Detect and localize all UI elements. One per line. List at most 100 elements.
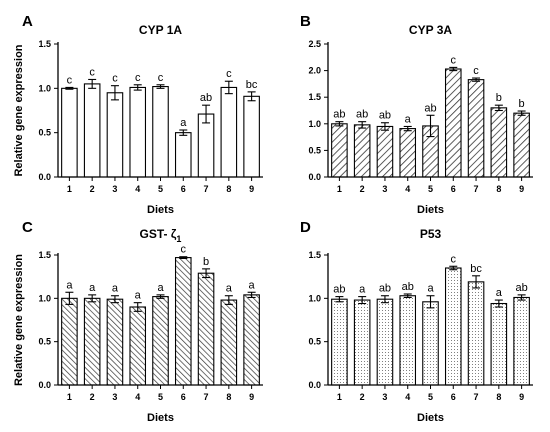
significance-label: b	[203, 256, 209, 268]
significance-label: ab	[379, 110, 391, 122]
y-tick-label: 0.0	[38, 380, 51, 390]
significance-label: b	[496, 92, 502, 104]
y-axis-title: Relative gene expression	[13, 44, 25, 176]
significance-label: c	[135, 72, 141, 84]
y-tick-label: 0.5	[308, 337, 321, 347]
significance-label: ab	[333, 109, 345, 121]
bar	[220, 86, 238, 178]
bar	[376, 298, 394, 386]
bar	[61, 297, 78, 386]
significance-label: c	[67, 74, 73, 86]
x-tick-label: 2	[90, 392, 95, 402]
y-tick-label: 1.5	[308, 92, 321, 102]
significance-label: c	[451, 54, 457, 66]
x-tick-label: 5	[428, 184, 433, 194]
bar	[513, 112, 530, 178]
bar	[490, 107, 508, 178]
x-tick-label: 3	[112, 184, 117, 194]
y-tick-label: 1.0	[308, 119, 321, 129]
panel-letter: C	[22, 219, 33, 236]
bar	[243, 294, 260, 386]
x-tick-label: 6	[451, 184, 456, 194]
significance-label: bc	[246, 79, 258, 91]
x-tick-label: 1	[67, 184, 72, 194]
y-tick-label: 0.5	[308, 145, 321, 155]
x-tick-label: 4	[135, 184, 140, 194]
y-tick-label: 1.0	[38, 83, 51, 93]
panel-letter: D	[300, 219, 311, 236]
bar	[422, 301, 439, 386]
bar	[174, 132, 192, 178]
y-tick-label: 1.5	[38, 250, 51, 260]
significance-label: a	[359, 284, 366, 296]
significance-label: ab	[356, 109, 368, 121]
x-tick-label: 3	[112, 392, 117, 402]
x-tick-label: 4	[405, 184, 410, 194]
x-tick-label: 9	[519, 392, 524, 402]
bar	[197, 272, 215, 386]
significance-label: a	[66, 279, 73, 291]
significance-label: c	[226, 68, 232, 80]
bar	[106, 298, 124, 386]
x-tick-label: 4	[405, 392, 410, 402]
significance-label: c	[112, 73, 118, 85]
significance-label: a	[249, 279, 256, 291]
x-tick-label: 8	[226, 184, 231, 194]
bar	[376, 125, 394, 178]
significance-label: a	[405, 113, 412, 125]
bar	[129, 86, 147, 178]
x-tick-label: 6	[181, 184, 186, 194]
significance-label: ab	[515, 282, 527, 294]
significance-label: a	[427, 283, 434, 295]
y-tick-label: 0.0	[308, 380, 321, 390]
bar	[444, 267, 462, 386]
significance-label: a	[112, 283, 119, 295]
significance-label: ab	[424, 102, 436, 114]
bar	[152, 86, 169, 178]
y-tick-label: 0.0	[308, 172, 321, 182]
x-tick-label: 9	[519, 184, 524, 194]
significance-label: ab	[333, 284, 345, 296]
bar	[220, 299, 238, 386]
bar	[444, 68, 462, 178]
x-tick-label: 4	[135, 392, 140, 402]
chart-title-text: P53	[420, 227, 442, 241]
significance-label: ab	[379, 283, 391, 295]
panel-d: D P53 Diets 0.0 0.5 1.0 1.5 ab 1 a 2 ab 3 ab 4 a 5 c 6 bc 7 a…	[300, 219, 533, 424]
bar	[331, 298, 348, 386]
chart-title-text: CYP 1A	[139, 23, 182, 37]
panel-letter: A	[22, 13, 33, 30]
x-tick-label: 2	[90, 184, 95, 194]
chart-title: CYP 1A	[139, 23, 182, 37]
y-tick-label: 0.5	[38, 337, 51, 347]
bar	[467, 79, 485, 178]
y-tick-label: 2.0	[308, 66, 321, 76]
bar	[490, 302, 508, 386]
x-tick-label: 6	[181, 392, 186, 402]
bar	[174, 257, 192, 386]
chart-title-text: GST- ζ	[140, 227, 177, 241]
chart-title: P53	[420, 227, 442, 241]
x-axis-title: Diets	[147, 412, 174, 424]
panel-letter: B	[300, 13, 311, 30]
significance-label: a	[496, 287, 503, 299]
significance-label: a	[89, 282, 96, 294]
significance-label: a	[157, 282, 164, 294]
significance-label: a	[180, 117, 187, 129]
x-tick-label: 5	[158, 184, 163, 194]
x-tick-label: 8	[496, 184, 501, 194]
x-axis-title: Diets	[417, 412, 444, 424]
y-tick-label: 2.5	[308, 39, 321, 49]
x-tick-label: 2	[360, 392, 365, 402]
panel-a: A CYP 1A Relative gene expression Diets 0.0 0…	[13, 13, 263, 216]
x-tick-label: 7	[204, 184, 209, 194]
bar	[243, 95, 260, 178]
x-tick-label: 7	[474, 184, 479, 194]
x-tick-label: 5	[158, 392, 163, 402]
bar	[467, 281, 485, 386]
y-tick-label: 0.0	[38, 172, 51, 182]
x-tick-label: 3	[382, 392, 387, 402]
significance-label: c	[451, 253, 457, 265]
